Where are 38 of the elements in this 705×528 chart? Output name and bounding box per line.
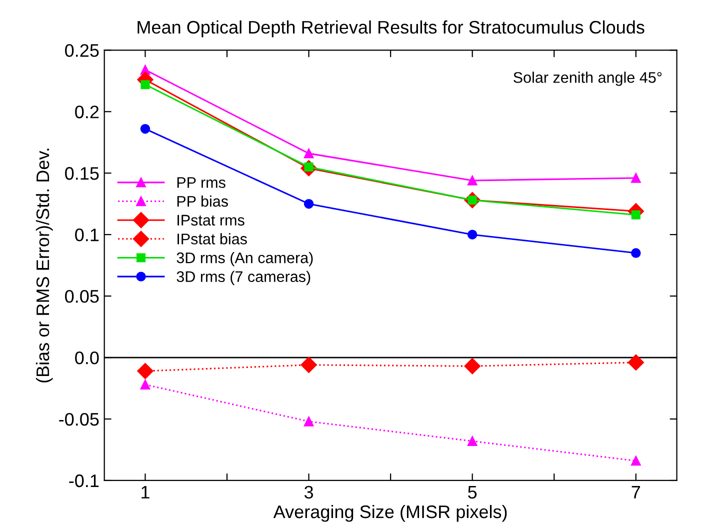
point [304, 148, 314, 158]
point [304, 416, 314, 426]
y-tick-label: 0.05 [65, 290, 99, 303]
point [140, 124, 150, 134]
x-tick-label: 5 [468, 486, 477, 499]
x-axis-title: Averaging Size (MISR pixels) [273, 504, 507, 522]
y-tick-label: 0.0 [75, 351, 99, 364]
chart-title: Mean Optical Depth Retrieval Results for Stratocumulus Clouds [138, 20, 644, 38]
annotation: Solar zenith angle 45° [514, 72, 662, 86]
y-tick-label: 0.2 [75, 106, 99, 118]
y-tick-label: -0.05 [59, 412, 99, 426]
point [140, 80, 150, 90]
point [137, 362, 154, 380]
legend-label: IPstat rms [178, 214, 244, 226]
point [628, 354, 644, 371]
point [140, 380, 150, 390]
legend-label: 3D rms (7 cameras) [176, 270, 310, 286]
point [631, 456, 641, 466]
y-tick-label: -0.1 [69, 474, 99, 488]
point [467, 176, 478, 186]
legend-label: PP rms [177, 177, 226, 188]
point [467, 436, 478, 446]
legend-label: IPstat bias [178, 233, 247, 244]
y-tick-label: 0.15 [65, 167, 99, 180]
point [304, 198, 314, 209]
x-tick-label: 3 [304, 486, 314, 499]
point [467, 230, 478, 240]
y-tick-label: 0.1 [75, 228, 99, 242]
point [464, 358, 480, 374]
x-tick-label: 7 [632, 486, 640, 498]
y-tick-label: 0.25 [65, 44, 99, 57]
point [631, 248, 641, 258]
point [631, 173, 641, 183]
legend-label: 3D rms (An camera) [176, 252, 313, 266]
x-tick-label: 1 [142, 486, 150, 498]
point [300, 356, 317, 373]
y-axis-title: (Bias or RMS Error)/Std. Dev. [36, 148, 53, 382]
legend-label: PP bias [177, 196, 228, 207]
